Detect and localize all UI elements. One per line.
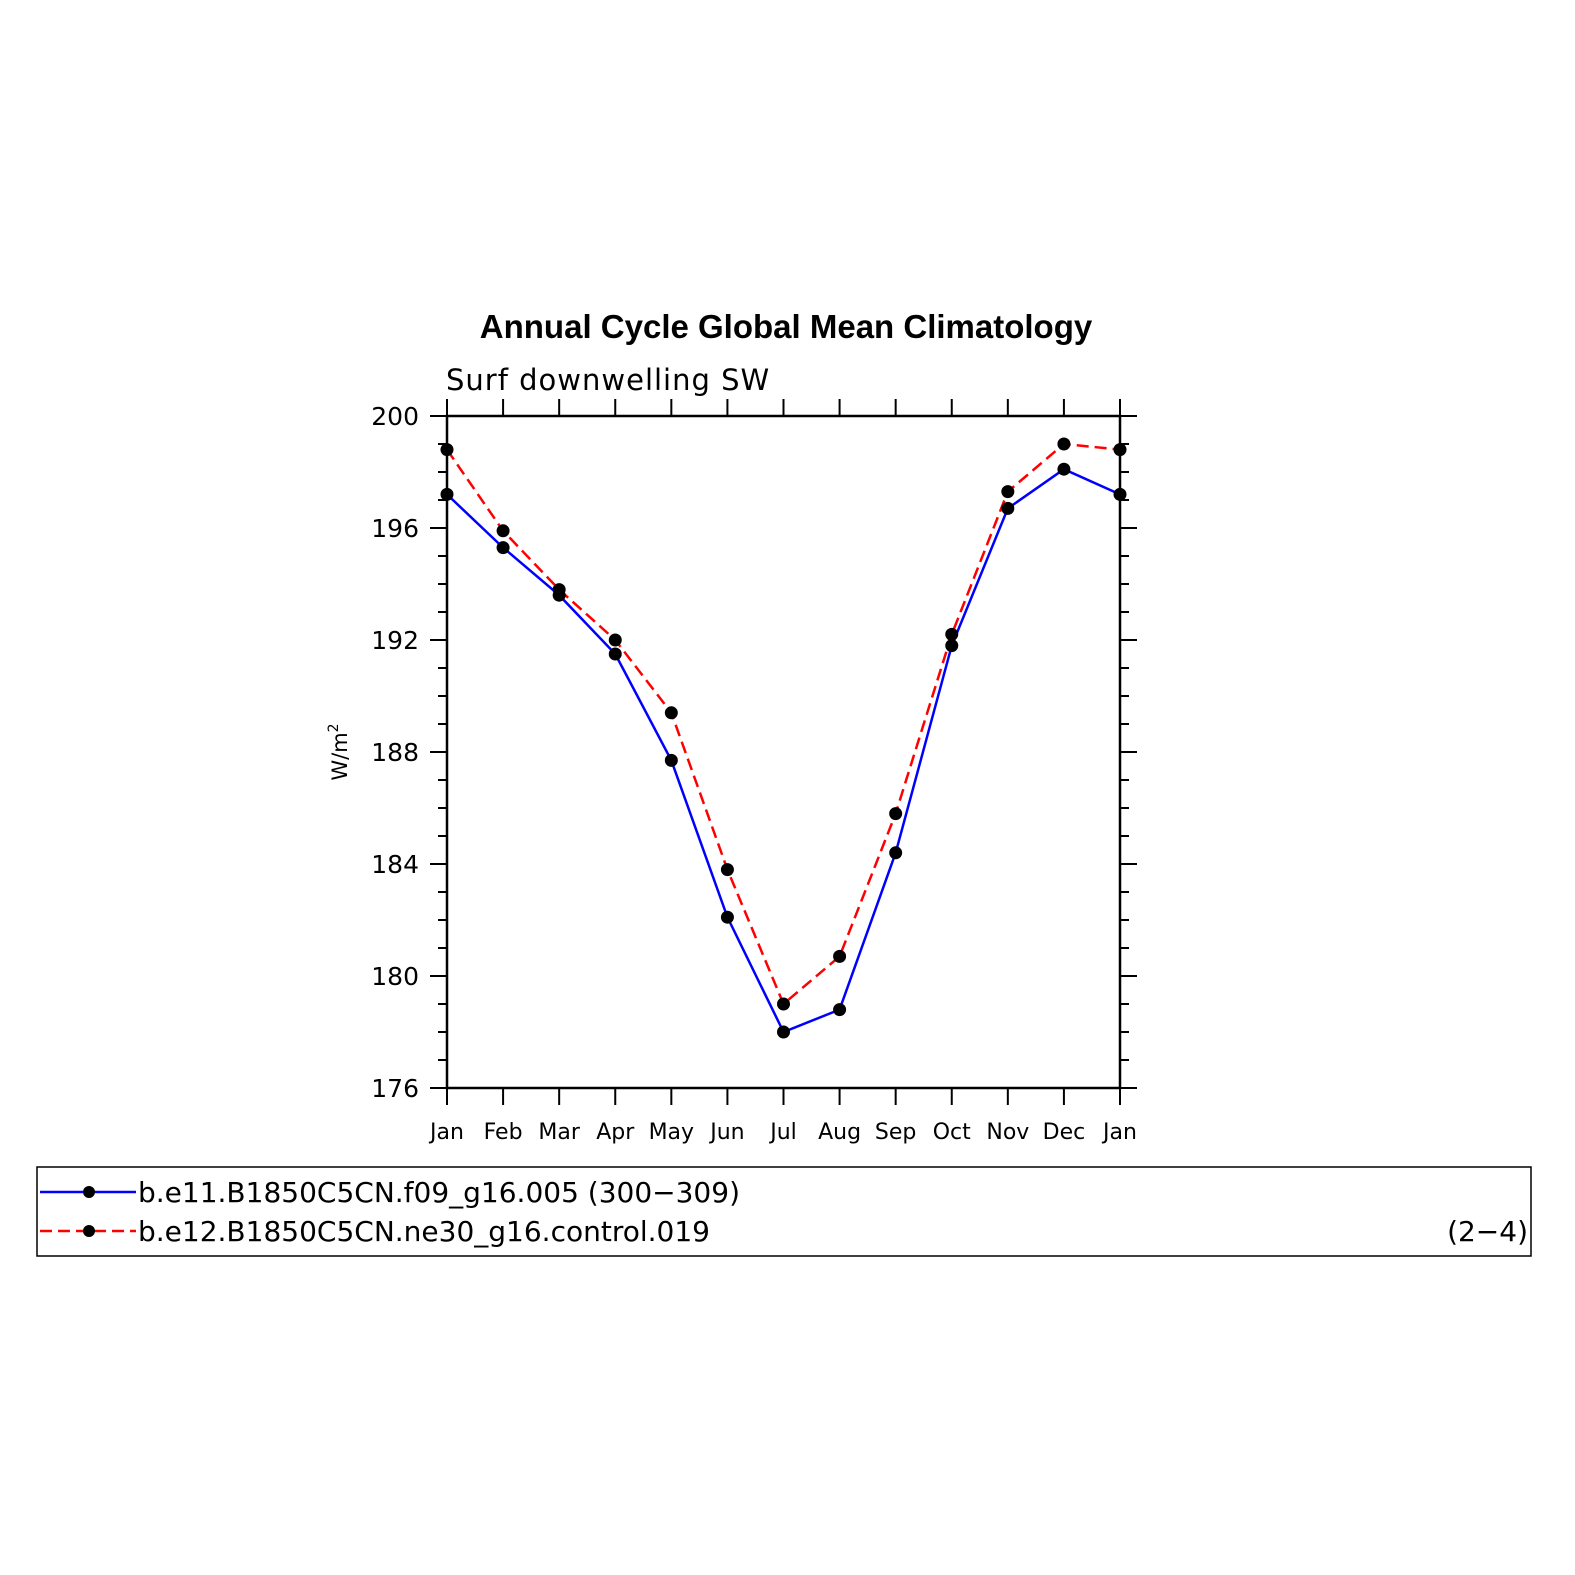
series-1-point xyxy=(664,753,678,767)
x-tick-label: May xyxy=(649,1120,694,1145)
plot-border xyxy=(445,414,1122,1090)
series-2-point xyxy=(833,949,847,963)
series-1-point xyxy=(496,541,510,555)
legend-label-series-1: b.e11.B1850C5CN.f09_g16.005 (300−309) xyxy=(138,1176,740,1209)
y-tick-label: 188 xyxy=(371,738,419,767)
x-tick-label: Feb xyxy=(484,1120,523,1145)
series-2-point xyxy=(945,627,959,641)
legend-label-series-2: b.e12.B1850C5CN.ne30_g16.control.019 xyxy=(138,1215,710,1248)
y-axis-label-superscript: 2 xyxy=(326,723,342,732)
series-2-point xyxy=(1057,437,1071,451)
series-1-point xyxy=(1057,462,1071,476)
x-tick-label: Aug xyxy=(818,1120,861,1145)
plot-frame xyxy=(445,414,1122,1090)
y-tick-label: 180 xyxy=(371,962,419,991)
legend-note: (2−4) xyxy=(1447,1215,1528,1248)
series-2-point xyxy=(720,863,734,877)
x-axis-ticks: Jan Feb Mar Apr May Jun Jul Aug Sep Oct Nov Dec Jan xyxy=(428,399,1137,1145)
series-2-point xyxy=(440,443,454,457)
y-axis-label: W/m2 xyxy=(326,723,352,780)
y-axis-label-base: W/m xyxy=(328,732,352,780)
series-2-point xyxy=(608,633,622,647)
y-tick-label: 184 xyxy=(371,850,419,879)
x-tick-label: Mar xyxy=(538,1120,580,1145)
x-tick-label: Jun xyxy=(708,1120,744,1145)
legend-box xyxy=(36,1166,1532,1257)
series-layer xyxy=(440,437,1127,1039)
series-1-point xyxy=(833,1003,847,1017)
x-tick-label: Oct xyxy=(933,1120,971,1145)
series-line-2 xyxy=(445,442,1121,1007)
series-1-point xyxy=(720,910,734,924)
series-2-point xyxy=(552,583,566,597)
x-tick-label: Dec xyxy=(1043,1120,1086,1145)
y-tick-label: 200 xyxy=(371,402,419,431)
x-tick-label: Apr xyxy=(596,1120,635,1145)
series-1-point xyxy=(1001,501,1015,515)
series-2-point xyxy=(889,807,903,821)
x-tick-label: Sep xyxy=(875,1120,916,1145)
series-1-point xyxy=(1113,487,1127,501)
series-2-point xyxy=(1113,443,1127,457)
series-1-point xyxy=(889,846,903,860)
legend: b.e11.B1850C5CN.f09_g16.005 (300−309) b.… xyxy=(36,1166,1532,1257)
series-1-point xyxy=(608,647,622,661)
chart-title: Annual Cycle Global Mean Climatology xyxy=(480,308,1093,345)
series-2-point xyxy=(1001,485,1015,499)
series-line-1 xyxy=(446,467,1121,1034)
legend-marker-series-1 xyxy=(83,1186,95,1198)
x-tick-label: Jul xyxy=(768,1120,797,1145)
x-tick-label: Jan xyxy=(428,1120,464,1145)
y-tick-label: 196 xyxy=(371,514,419,543)
chart-subtitle: Surf downwelling SW xyxy=(446,363,770,397)
series-2-point xyxy=(664,706,678,720)
series-2-point xyxy=(496,524,510,538)
y-tick-label: 176 xyxy=(371,1074,419,1103)
series-1-point xyxy=(945,639,959,653)
series-1-point xyxy=(777,1025,790,1039)
legend-marker-series-2 xyxy=(83,1225,95,1237)
series-1-point xyxy=(440,487,454,501)
x-tick-label: Jan xyxy=(1101,1120,1137,1145)
y-axis-ticks: 176 180 184 188 192 196 200 xyxy=(371,402,1137,1103)
x-tick-label: Nov xyxy=(986,1120,1029,1145)
series-2-point xyxy=(777,997,790,1011)
y-tick-label: 192 xyxy=(371,626,419,655)
